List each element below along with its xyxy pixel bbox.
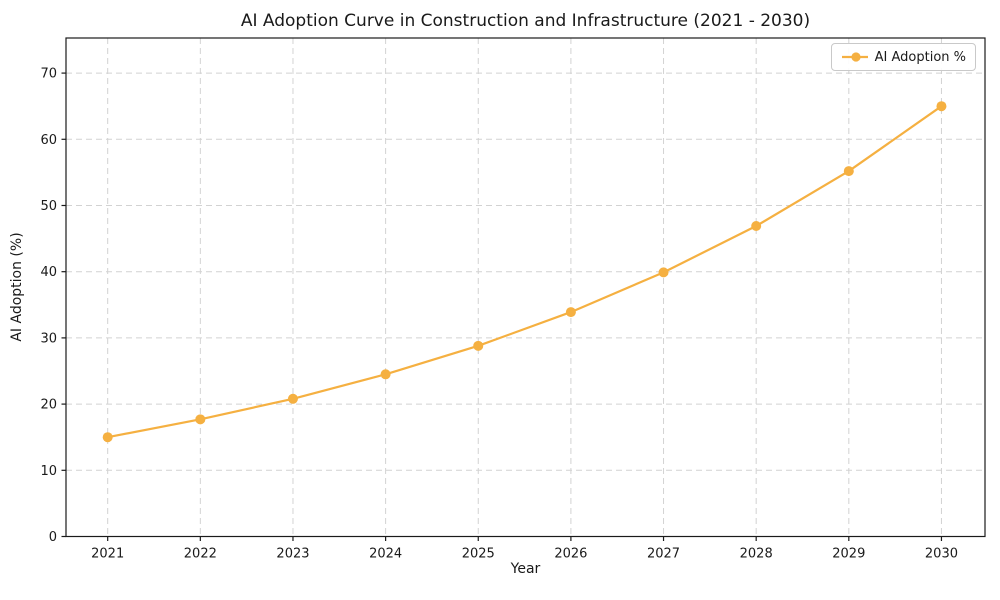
x-tick-label: 2027 <box>647 547 680 562</box>
plot-spines <box>65 37 986 538</box>
x-tick-label: 2021 <box>91 547 124 562</box>
y-tick-label: 40 <box>40 265 57 280</box>
y-tick-label: 50 <box>40 199 57 214</box>
y-tick-label: 10 <box>40 464 57 479</box>
x-axis-label: Year <box>510 561 541 577</box>
legend-label: AI Adoption % <box>874 49 966 65</box>
y-tick-label: 20 <box>40 398 57 413</box>
x-tick-label: 2029 <box>832 547 865 562</box>
y-tick-label: 60 <box>40 133 57 148</box>
x-tick-label: 2026 <box>554 547 587 562</box>
data-point-marker <box>473 340 484 351</box>
y-tick-label: 30 <box>40 331 57 346</box>
x-tick-label: 2024 <box>369 547 402 562</box>
data-point-marker <box>195 414 206 425</box>
data-point-marker <box>843 166 854 177</box>
data-point-marker <box>565 307 576 318</box>
x-tick-label: 2030 <box>925 547 958 562</box>
legend-line-marker-icon <box>842 52 868 62</box>
data-point-marker <box>936 101 947 112</box>
data-point-marker <box>102 432 113 443</box>
data-point-marker <box>287 393 298 404</box>
x-tick-label: 2025 <box>462 547 495 562</box>
x-tick-label: 2028 <box>740 547 773 562</box>
x-tick-label: 2022 <box>184 547 217 562</box>
legend-marker-swatch <box>851 52 861 62</box>
chart-title: AI Adoption Curve in Construction and In… <box>240 11 811 31</box>
y-tick-label: 0 <box>49 530 57 545</box>
legend: AI Adoption % <box>831 43 976 71</box>
data-point-marker <box>751 221 762 232</box>
adoption-line <box>106 105 943 439</box>
x-tick-label: 2023 <box>276 547 309 562</box>
data-point-marker <box>658 267 669 278</box>
y-tick-label: 70 <box>40 67 57 82</box>
data-point-marker <box>380 369 391 380</box>
